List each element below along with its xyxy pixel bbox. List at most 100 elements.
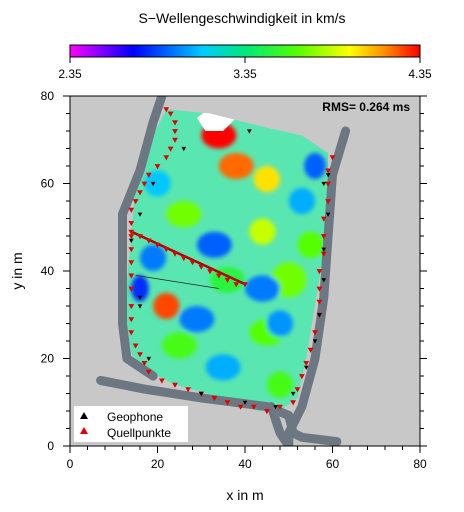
geophone-marker <box>312 339 318 344</box>
source-marker <box>294 387 301 393</box>
source-marker <box>128 260 135 266</box>
source-marker <box>224 400 231 406</box>
geophone-marker <box>321 181 327 187</box>
colorbar <box>69 44 421 58</box>
geophone-marker <box>321 247 327 252</box>
heatmap-anomalies <box>131 122 326 398</box>
rms-annotation: RMS= 0.264 ms <box>322 100 410 114</box>
velocity-heatmap <box>126 109 329 411</box>
geophone-marker <box>317 313 322 318</box>
source-marker <box>320 251 327 257</box>
geophone-marker <box>290 391 296 397</box>
velocity-anomaly <box>179 306 215 333</box>
source-marker <box>320 234 327 240</box>
source-marker <box>167 111 174 117</box>
velocity-anomaly <box>288 187 315 215</box>
tunnel-wall-left <box>118 96 167 381</box>
y-tick-label: 40 <box>41 264 55 278</box>
x-tick-label: 80 <box>413 457 427 471</box>
source-marker <box>154 242 161 248</box>
y-axis-label: y in m <box>9 252 25 289</box>
geophone-marker <box>325 212 331 217</box>
source-marker <box>250 404 257 410</box>
geophone-marker <box>321 278 327 283</box>
source-points <box>128 107 336 415</box>
source-marker <box>303 361 310 367</box>
source-marker <box>128 234 135 240</box>
legend-label-quellpunkte: Quellpunkte <box>107 426 171 440</box>
colorbar-ticks: 2.35 3.35 4.35 <box>58 57 432 81</box>
source-marker <box>312 330 318 336</box>
source-marker <box>316 299 323 305</box>
source-marker <box>172 129 178 135</box>
velocity-anomaly <box>144 170 171 197</box>
velocity-anomaly <box>304 152 326 180</box>
geophone-marker <box>137 212 143 217</box>
source-marker <box>137 352 143 358</box>
source-marker <box>316 269 323 275</box>
source-marker <box>198 264 205 270</box>
x-axis: 0 20 40 60 80 <box>67 446 427 471</box>
source-marker <box>325 199 331 205</box>
legend-source-marker <box>80 427 88 434</box>
geophone-marker <box>303 365 309 370</box>
source-marker <box>329 155 336 161</box>
x-axis-label: x in m <box>226 487 263 503</box>
velocity-anomaly <box>266 371 294 398</box>
source-marker <box>172 251 178 257</box>
source-marker <box>141 181 148 187</box>
source-marker <box>325 168 331 174</box>
source-marker <box>237 404 244 410</box>
source-marker <box>325 181 331 187</box>
velocity-anomaly <box>249 218 276 245</box>
velocity-anomaly <box>297 231 324 258</box>
source-marker <box>128 221 135 227</box>
source-marker <box>211 396 218 402</box>
source-marker <box>290 400 296 406</box>
velocity-anomaly <box>271 262 307 298</box>
colorbar-title: S−Wellengeschwindigkeit in km/s <box>138 10 345 26</box>
source-marker <box>132 343 139 349</box>
velocity-anomaly <box>266 310 294 337</box>
source-marker <box>242 282 248 288</box>
geophone-marker <box>137 295 143 300</box>
velocity-anomaly <box>253 166 280 193</box>
source-marker <box>137 190 143 196</box>
source-marker <box>128 317 135 323</box>
source-marker <box>277 404 283 410</box>
source-marker <box>128 207 135 213</box>
legend-box <box>74 406 188 442</box>
profile-line-2 <box>135 274 219 289</box>
colorbar-tick-label: 3.35 <box>233 67 257 81</box>
source-marker <box>128 330 135 336</box>
velocity-anomaly <box>131 275 149 302</box>
source-marker <box>128 247 135 253</box>
x-tick-label: 20 <box>151 457 165 471</box>
geophone-marker <box>273 405 278 410</box>
geophone-marker <box>150 181 156 187</box>
source-marker <box>185 387 191 393</box>
tunnel-wall-spur <box>266 402 294 446</box>
x-tick-label: 40 <box>238 457 252 471</box>
geophone-marker <box>242 400 248 405</box>
velocity-anomaly <box>218 152 254 180</box>
tunnel-wall-bottom <box>96 375 342 446</box>
source-marker <box>128 229 135 235</box>
source-marker <box>299 374 305 380</box>
plot-content <box>96 96 351 446</box>
source-marker <box>154 164 161 170</box>
colorbar-tick-label: 4.35 <box>408 67 432 81</box>
source-marker <box>172 120 178 126</box>
geophone-marker <box>128 238 134 243</box>
y-axis: 0 20 40 60 80 <box>41 89 427 453</box>
source-marker <box>163 247 170 253</box>
source-marker <box>145 172 152 178</box>
source-marker <box>137 234 143 240</box>
velocity-anomaly <box>166 201 202 228</box>
source-marker <box>172 382 178 388</box>
legend: Geophone Quellpunkte <box>74 406 188 442</box>
geophone-marker <box>198 391 204 397</box>
geophone-marker <box>181 146 187 152</box>
source-marker <box>307 347 314 353</box>
